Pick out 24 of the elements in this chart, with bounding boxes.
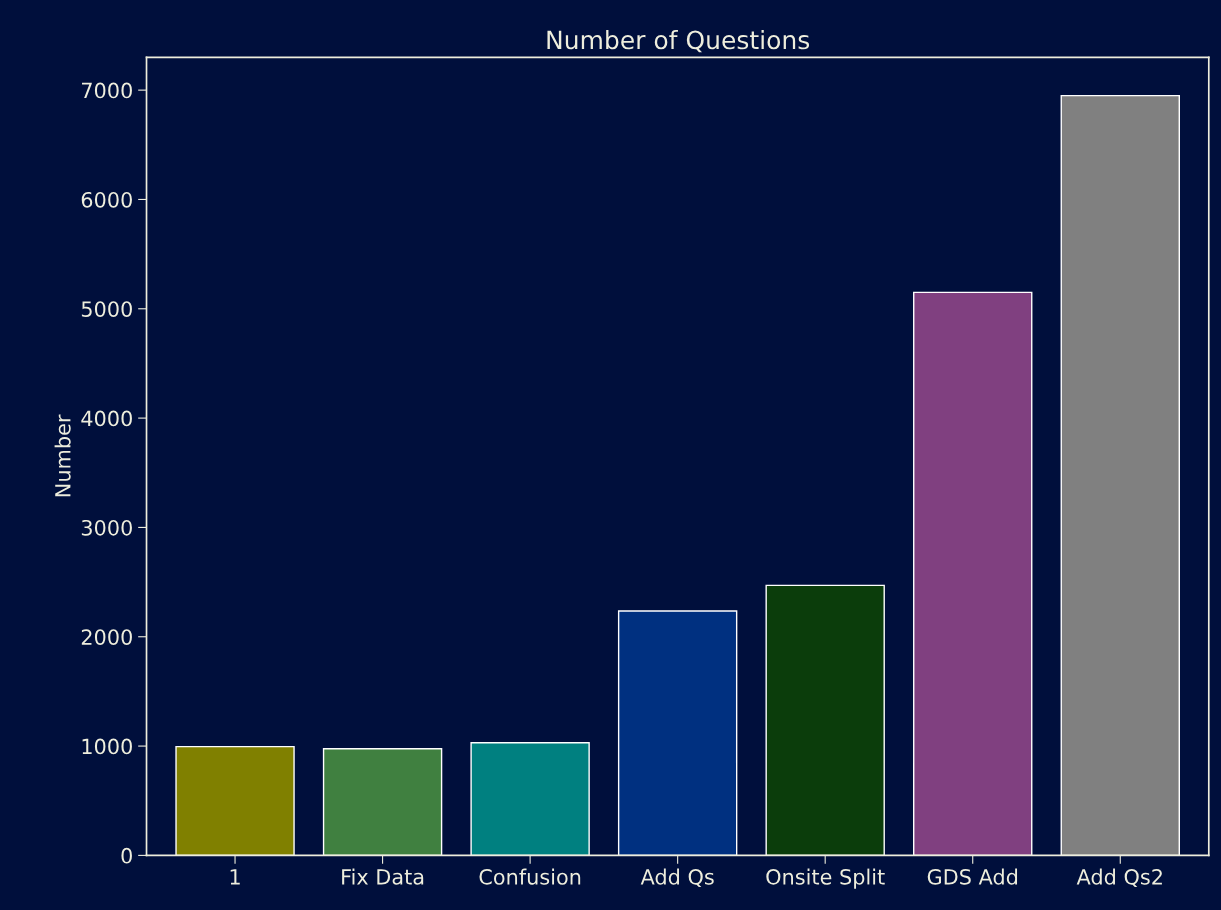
- x-tick-label: Add Qs: [640, 868, 714, 888]
- y-tick-label: 0: [121, 847, 132, 864]
- y-tick-label: 3000: [81, 519, 132, 536]
- y-tick-label: 7000: [82, 82, 132, 99]
- bar: [765, 584, 885, 856]
- y-tick-label: 6000: [81, 191, 132, 208]
- bar: [1060, 94, 1180, 856]
- x-tick-label: Onsite Split: [766, 868, 885, 889]
- x-tick-label: Confusion: [479, 868, 581, 885]
- bar: [617, 610, 738, 856]
- chart-title: Number of Questions: [547, 30, 810, 53]
- x-tick-label: 1: [230, 869, 240, 885]
- y-tick-label: 5000: [81, 301, 132, 317]
- bar: [175, 745, 295, 856]
- bar: [470, 742, 590, 856]
- y-tick-label: 2000: [81, 629, 132, 645]
- y-tick-label: 4000: [81, 410, 132, 427]
- bar: [322, 748, 443, 856]
- x-tick-label: Fix Data: [342, 868, 424, 885]
- x-tick-label: Add Qs2: [1076, 868, 1162, 888]
- bar: [913, 291, 1033, 856]
- x-tick-label: GDS Add: [927, 868, 1018, 885]
- y-tick-label: 1000: [82, 738, 132, 755]
- y-axis-title: Number: [54, 414, 71, 497]
